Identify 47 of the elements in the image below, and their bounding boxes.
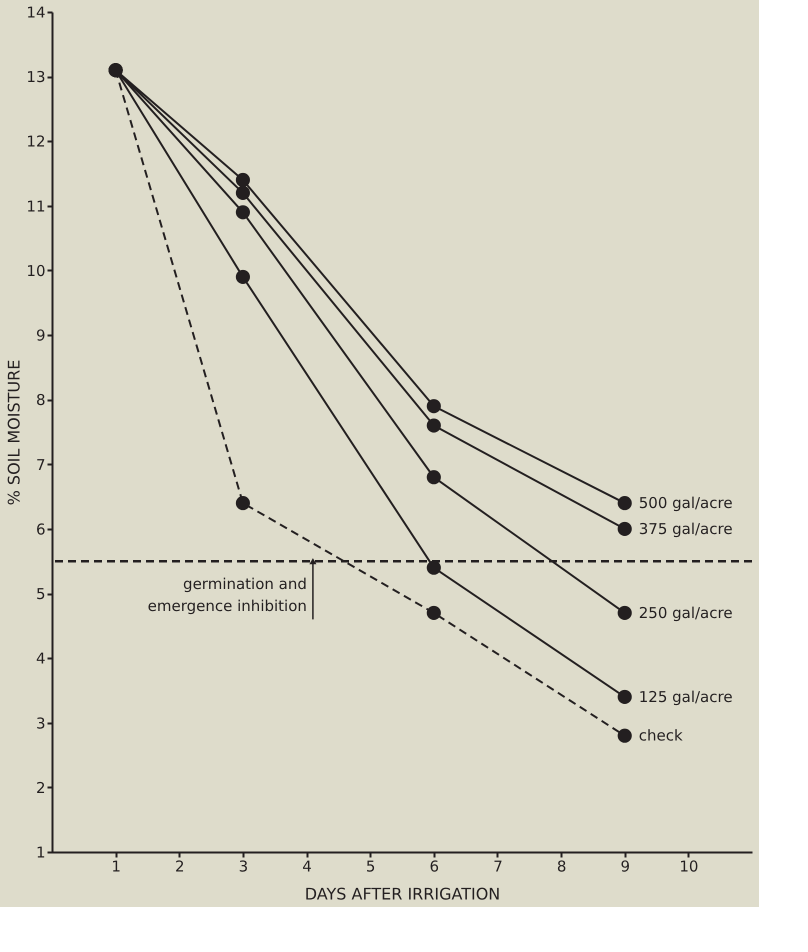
point: [426, 418, 441, 433]
y-tick-label: 7: [36, 456, 46, 474]
y-tick-label: 3: [36, 714, 46, 732]
x-tick-label: 10: [679, 858, 698, 876]
point: [236, 205, 250, 220]
point: [426, 399, 441, 414]
x-tick-label: 1: [111, 858, 121, 876]
x-tick-label: 9: [620, 858, 630, 876]
y-tick-label: 10: [26, 262, 46, 280]
x-tick-label: 8: [556, 858, 566, 876]
series-label: 375 gal/acre: [638, 520, 733, 538]
y-tick-label: 9: [36, 326, 46, 345]
y-tick-label: 5: [36, 585, 46, 604]
point: [236, 172, 250, 188]
point: [236, 186, 250, 200]
x-tick-label: 2: [175, 858, 185, 876]
series-label: 125 gal/acre: [638, 688, 733, 706]
y-tick-label: 14: [26, 4, 46, 22]
point: [426, 470, 441, 484]
point: [236, 270, 250, 284]
series-label: 500 gal/acre: [638, 494, 733, 512]
point: [618, 728, 632, 743]
y-tick-label: 1: [36, 844, 46, 862]
x-axis-title: DAYS AFTER IRRIGATION: [304, 884, 500, 904]
point: [236, 496, 250, 510]
x-tick-label: 4: [302, 858, 312, 876]
point: [618, 690, 632, 704]
y-axis-title: % SOIL MOISTURE: [4, 360, 24, 506]
x-tick-label: 5: [366, 858, 376, 876]
y-tick-label: 4: [36, 650, 46, 668]
x-tick-label: 6: [430, 858, 440, 876]
x-tick-label: 7: [493, 858, 503, 876]
annotation: germination and emergence inhibition: [148, 575, 307, 616]
point: [426, 560, 441, 575]
point: [618, 522, 632, 536]
series-label: 250 gal/acre: [638, 604, 733, 622]
point: [426, 606, 441, 620]
y-tick-label: 11: [26, 197, 46, 216]
y-tick-label: 13: [26, 68, 46, 86]
point: [618, 496, 632, 510]
y-tick-label: 6: [36, 520, 46, 538]
y-tick-label: 12: [26, 132, 46, 151]
series-label: check: [638, 726, 683, 745]
y-tick-label: 2: [36, 778, 46, 797]
point: [618, 606, 632, 620]
x-tick-label: 3: [238, 858, 248, 876]
y-tick-label: 8: [36, 391, 46, 410]
